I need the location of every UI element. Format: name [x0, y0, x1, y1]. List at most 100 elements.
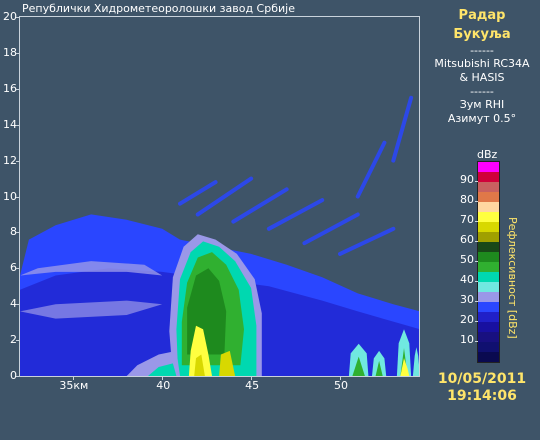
scan-mode: Зум RHI	[459, 98, 505, 111]
y-tick-mark	[16, 88, 20, 90]
legend-color-cell	[478, 192, 499, 202]
y-tick-mark	[16, 268, 20, 270]
y-tick-label: 10	[3, 189, 17, 203]
secondary-cell-max	[400, 358, 410, 376]
upper-echo-streak	[178, 180, 218, 206]
scan-date: 10/05/2011	[437, 371, 527, 387]
y-tick-label: 18	[3, 45, 17, 59]
x-tick-mark	[340, 376, 341, 380]
scan-time: 19:14:06	[447, 388, 517, 404]
y-tick-mark	[16, 52, 20, 54]
legend-tick	[475, 241, 478, 242]
legend-value-label: 60	[460, 233, 474, 246]
separator: ------	[470, 85, 494, 98]
radar-title: Радар	[458, 8, 506, 23]
upper-echo-streak	[391, 95, 414, 163]
legend-color-cell	[478, 332, 499, 342]
rhi-reflectivity-image	[20, 95, 420, 376]
legend-color-cell	[478, 322, 499, 332]
color-legend	[477, 161, 500, 363]
legend-value-label: 10	[460, 333, 474, 346]
upper-echo-streak	[355, 140, 387, 199]
x-tick-mark	[251, 376, 253, 380]
radar-site-name: Букуља	[453, 27, 511, 42]
legend-color-cell	[478, 302, 499, 312]
upper-echo-streak	[231, 187, 289, 224]
legend-tick	[475, 261, 478, 262]
x-tick-mark	[73, 376, 75, 380]
low-rain-core	[148, 363, 177, 376]
legend-color-cell	[478, 352, 499, 362]
legend-value-label: 70	[460, 213, 474, 226]
y-tick-mark	[16, 160, 20, 162]
legend-tick	[475, 341, 478, 342]
x-tick-label: 50	[334, 379, 348, 392]
legend-unit: dBz	[477, 148, 498, 161]
y-tick-label: 8	[10, 225, 17, 239]
upper-echo-streak	[338, 226, 396, 256]
legend-color-cell	[478, 282, 499, 292]
y-tick-label: 16	[3, 81, 17, 95]
y-tick-mark	[16, 232, 20, 234]
legend-color-cell	[478, 272, 499, 282]
legend-color-cell	[478, 172, 499, 182]
y-tick-mark	[16, 124, 20, 126]
y-tick-mark	[16, 304, 20, 306]
rhi-plot[interactable]	[20, 17, 420, 376]
azimuth-label: Азимут 0.5°	[447, 112, 517, 125]
legend-value-label: 40	[460, 273, 474, 286]
legend-color-cell	[478, 312, 499, 322]
y-tick-mark	[16, 376, 20, 377]
legend-color-cell	[478, 342, 499, 352]
y-tick-mark	[16, 340, 20, 342]
legend-color-cell	[478, 252, 499, 262]
legend-color-cell	[478, 292, 499, 302]
separator: ------	[470, 44, 494, 57]
y-tick-label: 2	[10, 333, 17, 347]
legend-title: Рефлексивност [dBz]	[506, 217, 519, 339]
secondary-cell-core	[375, 360, 383, 376]
radar-info-panel: Радар Букуља ------ Mitsubishi RC34A & H…	[424, 6, 540, 126]
upper-band	[20, 261, 163, 276]
legend-color-cell	[478, 242, 499, 252]
legend-tick	[475, 181, 478, 182]
x-tick-label: 45	[245, 379, 260, 392]
legend-tick	[475, 221, 478, 222]
legend-value-label: 90	[460, 173, 474, 186]
y-tick-label: 12	[3, 153, 17, 167]
x-tick-label: 40	[156, 379, 171, 392]
legend-tick	[475, 201, 478, 202]
secondary-cell	[412, 347, 420, 376]
legend-color-cell	[478, 232, 499, 242]
y-tick-mark	[16, 17, 20, 18]
upper-echo-streak	[302, 212, 360, 246]
legend-color-cell	[478, 212, 499, 222]
radar-software: & HASIS	[459, 71, 505, 84]
y-tick-label: 20	[3, 10, 17, 23]
legend-value-label: 30	[460, 293, 474, 306]
mid-band	[20, 300, 163, 319]
core-55dbz	[219, 350, 236, 376]
legend-tick	[475, 321, 478, 322]
core-55dbz	[194, 354, 205, 376]
y-tick-mark	[16, 196, 20, 198]
agency-title: Републички Хидрометеоролошки завод Србиј…	[22, 2, 295, 15]
y-tick-label: 14	[3, 117, 17, 131]
legend-value-label: 80	[460, 193, 474, 206]
legend-tick	[475, 301, 478, 302]
legend-value-label: 20	[460, 313, 474, 326]
legend-color-cell	[478, 262, 499, 272]
legend-value-label: 50	[460, 253, 474, 266]
y-tick-label: 4	[10, 297, 17, 311]
y-tick-label: 0	[10, 369, 17, 382]
upper-echo-streak	[195, 176, 254, 217]
secondary-cell-core	[352, 356, 365, 376]
legend-color-cell	[478, 182, 499, 192]
radar-model: Mitsubishi RC34A	[434, 57, 530, 70]
core-50dbz	[188, 325, 212, 376]
legend-color-cell	[478, 222, 499, 232]
legend-tick	[475, 281, 478, 282]
y-tick-label: 6	[10, 261, 17, 275]
x-tick-mark	[162, 376, 164, 380]
legend-color-cell	[478, 202, 499, 212]
